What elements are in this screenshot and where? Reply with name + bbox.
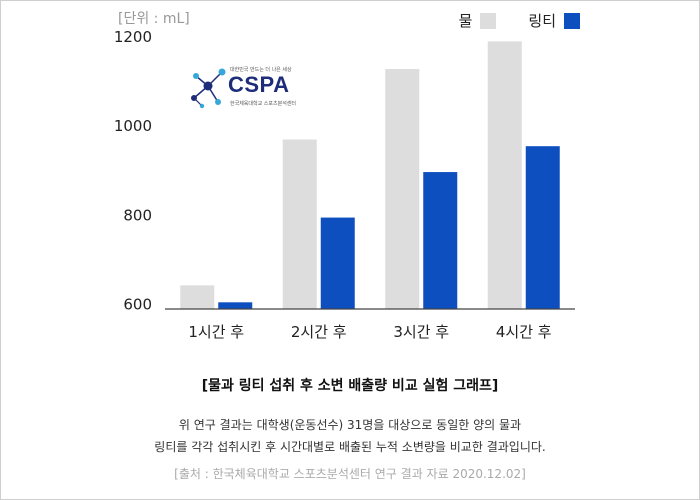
legend-label-water: 물 <box>458 12 473 30</box>
bar-lingtea <box>320 217 355 309</box>
legend-item-water: 물 <box>459 10 497 31</box>
bar-water <box>282 139 317 309</box>
logo-tagline: 대한민국 만드는 더 나은 세상 <box>230 67 292 73</box>
legend-swatch-water <box>480 12 497 29</box>
logo-wordmark: CSPA <box>228 72 290 97</box>
legend-label-lingtea: 링티 <box>528 12 556 30</box>
caption-body: 위 연구 결과는 대학생(운동선수) 31명을 대상으로 동일한 양의 물과 링… <box>0 414 700 458</box>
bar-lingtea <box>525 146 560 309</box>
legend-swatch-lingtea <box>564 12 580 29</box>
caption-line-1: 위 연구 결과는 대학생(운동선수) 31명을 대상으로 동일한 양의 물과 <box>178 418 522 432</box>
legend-item-lingtea: 링티 <box>528 10 580 31</box>
x-tick-label: 4시간 후 <box>496 323 552 341</box>
source-note: [출처 : 한국체육대학교 스포츠분석센터 연구 결과 자료 2020.12.0… <box>174 467 526 481</box>
y-tick-label: 800 <box>123 206 152 224</box>
chart-legend: 물 링티 <box>459 10 580 31</box>
bar-water <box>385 69 420 310</box>
unit-label: [단위 : mL] <box>118 11 190 27</box>
x-tick-label: 3시간 후 <box>393 323 449 341</box>
y-tick-label: 600 <box>123 296 152 314</box>
bar-lingtea <box>218 302 253 309</box>
bar-water <box>180 285 215 309</box>
logo-org-name: 한국체육대학교 스포츠분석센터 <box>230 101 296 107</box>
caption-line-2: 링티를 각각 섭취시킨 후 시간대별로 배출된 누적 소변량을 비교한 결과입니… <box>154 440 546 454</box>
x-tick-label: 2시간 후 <box>291 323 347 341</box>
caption-title: [물과 링티 섭취 후 소변 배출량 비교 실험 그래프] <box>201 378 499 394</box>
x-tick-label: 1시간 후 <box>188 323 244 341</box>
bar-water <box>487 41 522 309</box>
y-tick-label: 1000 <box>114 117 152 135</box>
molecule-icon <box>191 68 226 109</box>
bar-chart: 600 800 1000 1200 1시간 후 2시간 후 3시간 후 4시간 후 <box>114 28 575 341</box>
y-tick-label: 1200 <box>114 28 152 46</box>
cspa-logo: 대한민국 만드는 더 나은 세상 CSPA 한국체육대학교 스포츠분석센터 <box>188 64 308 110</box>
bar-lingtea <box>423 172 458 309</box>
